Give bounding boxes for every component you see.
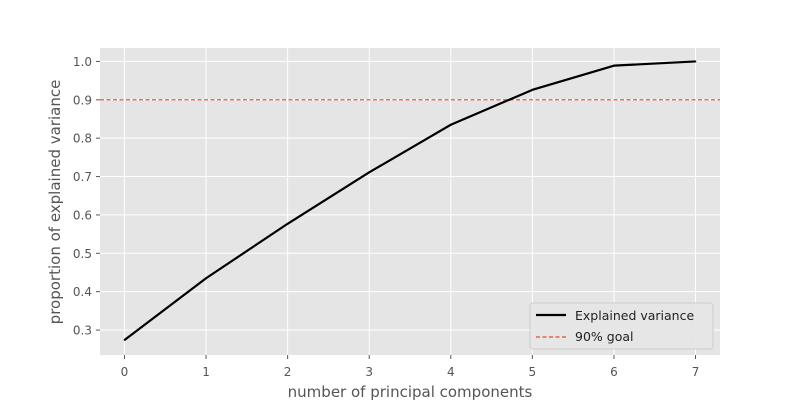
x-axis-title: number of principal components	[288, 383, 533, 400]
grid-lines	[100, 48, 720, 355]
legend-label-explained-variance: Explained variance	[575, 308, 694, 323]
x-tick-label: 1	[202, 365, 210, 379]
y-tick-label: 0.7	[73, 170, 92, 184]
y-tick-label: 0.4	[73, 285, 92, 299]
x-tick-label: 6	[610, 365, 618, 379]
data-point	[613, 64, 615, 67]
legend-label-90-goal: 90% goal	[575, 329, 633, 344]
y-tick-label: 0.9	[73, 93, 92, 107]
y-tick-label: 0.5	[73, 247, 92, 261]
x-tick-label: 7	[692, 365, 700, 379]
series-line-explained-variance	[123, 60, 696, 341]
data-point	[449, 123, 452, 126]
x-tick-label: 5	[529, 365, 537, 379]
legend-box	[529, 302, 714, 350]
x-tick-label: 4	[447, 365, 455, 379]
x-tick-label: 3	[365, 365, 373, 379]
data-point	[694, 60, 697, 63]
y-tick-label: 0.3	[73, 324, 92, 338]
x-tick-label: 0	[121, 365, 129, 379]
data-point	[205, 277, 207, 280]
y-axis-title: proportion of explained variance	[46, 80, 64, 325]
legend: Explained variance 90% goal	[529, 302, 714, 350]
data-point	[123, 339, 126, 341]
y-tick-label: 0.8	[73, 132, 92, 146]
y-axis-ticks: 0.3 0.4 0.5 0.6 0.7 0.8 0.9 1.0	[73, 55, 100, 338]
x-axis-ticks: 0 1 2 3 4 5 6 7	[121, 355, 700, 379]
y-tick-label: 0.6	[73, 208, 92, 222]
x-tick-label: 2	[284, 365, 292, 379]
y-tick-label: 1.0	[73, 55, 92, 69]
data-point	[368, 171, 371, 174]
data-point	[286, 222, 289, 225]
series-layer	[123, 60, 697, 341]
data-point	[531, 89, 534, 91]
